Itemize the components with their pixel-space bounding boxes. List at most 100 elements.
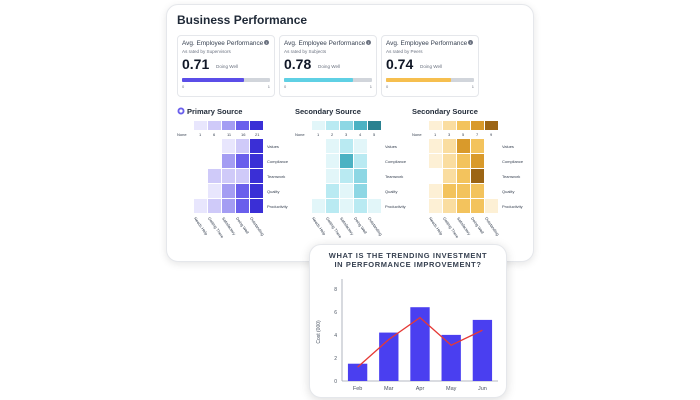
heatmap-cell xyxy=(250,199,263,213)
heatmap-cell xyxy=(326,139,339,153)
heatmap-row-label: Teamwork xyxy=(385,174,404,179)
heatmap-cell xyxy=(443,184,456,198)
kpi-value: 0.74 xyxy=(386,56,414,72)
kpi-status: Doing Well xyxy=(318,64,341,69)
legend-label: 11 xyxy=(227,132,232,137)
heatmap-cell xyxy=(443,169,456,183)
x-tick-label: Feb xyxy=(353,386,362,392)
y-tick-label: 6 xyxy=(334,310,337,316)
heatmap-cell xyxy=(194,184,207,198)
heatmap-cell xyxy=(250,184,263,198)
trend-chart-card: WHAT IS THE TRENDING INVESTMENT IN PERFO… xyxy=(309,244,507,398)
chart-title-line: WHAT IS THE TRENDING INVESTMENT xyxy=(328,251,488,260)
legend-label: 1 xyxy=(434,132,437,137)
heatmap-cell xyxy=(429,169,442,183)
heatmap-row-label: Teamwork xyxy=(502,174,521,179)
kpi-progress-track xyxy=(284,78,372,82)
heatmap-row-label: Teamwork xyxy=(267,174,286,179)
kpi-status: Doing Well xyxy=(216,64,239,69)
heatmap-cell xyxy=(326,154,339,168)
heatmap-col-label: Doing Well xyxy=(234,216,251,235)
heatmap-cell xyxy=(485,139,498,153)
heatmap-cell xyxy=(326,199,339,213)
legend-swatch xyxy=(250,121,263,130)
kpi-status: Doing Well xyxy=(420,64,443,69)
heatmap-title: Secondary Source xyxy=(412,107,478,116)
heatmap-row-label: Compliance xyxy=(502,159,524,164)
legend-swatch xyxy=(326,121,339,130)
heatmap-cell xyxy=(340,139,353,153)
legend-label: 3 xyxy=(448,132,451,137)
legend-swatch xyxy=(368,121,381,130)
kpi-card-subjects[interactable]: Avg. Employee Performance i As rated by S… xyxy=(279,35,377,97)
heatmap-title: Primary Source xyxy=(187,107,243,116)
legend-label: None xyxy=(295,132,305,137)
heatmap-row-label: Quality xyxy=(267,189,280,194)
kpi-card-supervisors[interactable]: Avg. Employee Performance i As rated by S… xyxy=(177,35,275,97)
heatmap-cell xyxy=(222,139,235,153)
page-title: Business Performance xyxy=(177,13,308,27)
kpi-progress-fill xyxy=(284,78,353,82)
heatmap-cell xyxy=(208,184,221,198)
legend-label: 6 xyxy=(213,132,216,137)
legend-label: 7 xyxy=(476,132,479,137)
legend-swatch xyxy=(457,121,470,130)
kpi-card-peers[interactable]: Avg. Employee Performance i As rated by P… xyxy=(381,35,479,97)
heatmap-cell xyxy=(368,184,381,198)
heatmap-cell xyxy=(354,199,367,213)
legend-swatch xyxy=(236,121,249,130)
heatmap-cell xyxy=(312,154,325,168)
legend-swatch xyxy=(354,121,367,130)
heatmap-cell xyxy=(236,199,249,213)
heatmap-cell xyxy=(457,184,470,198)
legend-label: 9 xyxy=(490,132,493,137)
legend-label: None xyxy=(412,132,422,137)
heatmap-cell xyxy=(340,184,353,198)
legend-label: 21 xyxy=(255,132,260,137)
heatmap-cell xyxy=(354,184,367,198)
kpi-subtitle: As rated by Peers xyxy=(386,49,423,54)
info-icon[interactable]: i xyxy=(264,40,270,45)
kpi-subtitle: As rated by Subjects xyxy=(284,49,327,54)
legend-label: 3 xyxy=(345,132,348,137)
heatmap-cell xyxy=(485,169,498,183)
y-axis-label: Cost (000) xyxy=(316,320,322,344)
heatmap-cell xyxy=(457,169,470,183)
heatmap-cell xyxy=(194,199,207,213)
bar-apr xyxy=(410,307,430,381)
legend-label: 1 xyxy=(317,132,320,137)
y-tick-label: 2 xyxy=(334,356,337,362)
heatmap-cell xyxy=(457,154,470,168)
kpi-max-label: 1 xyxy=(267,84,270,89)
heatmap-col-label: Doing Well xyxy=(352,216,369,235)
bar-feb xyxy=(347,363,368,381)
x-tick-label: Apr xyxy=(416,386,425,392)
heatmap-cell xyxy=(368,154,381,168)
heatmap-row-label: Quality xyxy=(385,189,398,194)
heatmap-row-label: Productivity xyxy=(267,204,288,209)
kpi-progress-fill xyxy=(182,78,245,82)
heatmap-col-label: Outstanding xyxy=(248,216,266,237)
kpi-value: 0.78 xyxy=(284,56,312,72)
legend-swatch xyxy=(485,121,498,130)
business-performance-card: Business Performance Avg. Employee Perfo… xyxy=(166,4,534,262)
heatmap-cell xyxy=(236,154,249,168)
trend-chart: 0 2 4 6 8 Cost (000) Feb Mar Apr May Jun xyxy=(316,279,498,392)
legend-swatch xyxy=(471,121,484,130)
heatmap-cell xyxy=(443,154,456,168)
legend-label: 4 xyxy=(359,132,362,137)
legend-label: 5 xyxy=(462,132,465,137)
kpi-progress-track xyxy=(386,78,474,82)
heatmap-cell xyxy=(340,154,353,168)
info-icon[interactable]: i xyxy=(468,40,474,45)
heatmap-cell xyxy=(194,169,207,183)
heatmap-cell xyxy=(208,169,221,183)
chart-title-line: IN PERFORMANCE IMPROVEMENT? xyxy=(334,260,482,269)
chart-title: WHAT IS THE TRENDING INVESTMENT IN PERFO… xyxy=(310,251,506,269)
bar-may xyxy=(441,334,461,381)
kpi-max-label: 1 xyxy=(369,84,372,89)
info-icon[interactable]: i xyxy=(366,40,372,45)
legend-swatch xyxy=(194,121,207,130)
legend-label: 1 xyxy=(199,132,202,137)
kpi-value: 0.71 xyxy=(182,56,210,72)
